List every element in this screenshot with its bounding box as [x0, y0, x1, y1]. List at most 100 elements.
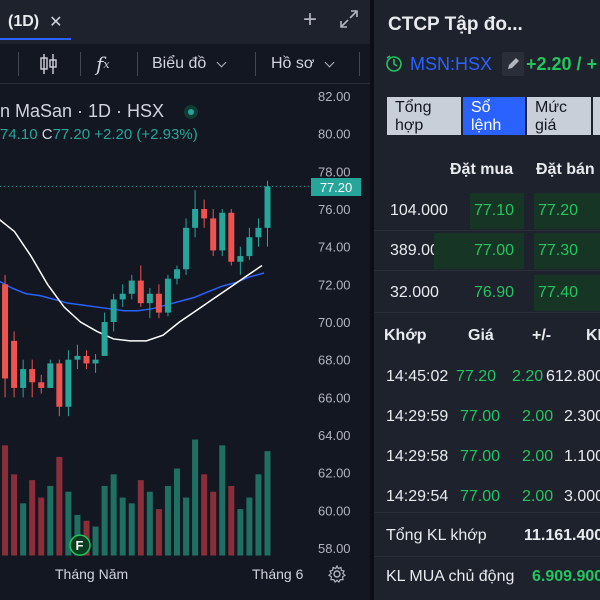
volume-bar — [47, 485, 54, 556]
ohlc-legend: 74.10 C77.20 +2.20 (+2.93%) — [0, 126, 198, 143]
trade-time: 14:29:59 — [386, 408, 449, 425]
last-price-tag: 77.20 — [311, 178, 361, 196]
candles-icon[interactable] — [38, 44, 58, 84]
volume-bar — [246, 497, 253, 556]
order-book-row[interactable]: 104.000 77.10 77.20 — [374, 193, 600, 231]
volume-bar — [174, 468, 180, 556]
volume-bar — [237, 509, 244, 556]
candle-body — [164, 278, 171, 313]
candle-body — [174, 269, 180, 279]
toolbar-divider — [18, 52, 19, 76]
bid-qty: 32.000 — [390, 284, 439, 301]
time-axis-label: Tháng 6 — [252, 566, 304, 582]
close-icon[interactable]: ✕ — [49, 14, 63, 31]
trade-price: 77.00 — [460, 488, 501, 505]
price-axis-label: 80.00 — [318, 127, 351, 142]
chart-tab[interactable]: (1D) ✕ — [0, 6, 71, 40]
ma-fast-line — [0, 272, 265, 312]
chart-type-label: Biểu đồ — [152, 55, 207, 72]
gear-icon[interactable] — [328, 565, 346, 583]
price-axis-label: 72.00 — [318, 277, 351, 292]
trade-price: 77.00 — [460, 448, 501, 465]
trade-change: 2.00 — [522, 488, 554, 505]
trade-volume: 1.100 — [564, 448, 600, 465]
profile-label: Hồ sơ — [271, 55, 315, 72]
trade-time: 14:45:02 — [386, 368, 449, 385]
candle-body — [29, 369, 36, 383]
summary-row: Tổng KL khớp 11.161.400 — [374, 527, 600, 547]
trade-row[interactable]: 14:29:58 77.00 2.00 1.100 — [374, 448, 600, 468]
summary-divider — [374, 556, 600, 557]
price-axis-label: 58.00 — [318, 541, 351, 556]
candle-body — [228, 212, 235, 262]
legend-change: +2.20 (+2.93%) — [94, 126, 198, 143]
bid-header: Đặt mua — [450, 161, 514, 178]
trade-row[interactable]: 14:29:59 77.00 2.00 2.300 — [374, 408, 600, 428]
trade-volume: 2.300 — [564, 408, 600, 425]
volume-bar — [38, 497, 45, 556]
legend-close-label: C — [41, 126, 53, 143]
legend-close-value: 77.20 — [52, 126, 91, 143]
symbol-legend: n MaSan · 1D · HSX — [0, 101, 199, 122]
volume-bar — [137, 480, 144, 556]
pane-splitter[interactable] — [370, 0, 374, 600]
order-book-row[interactable]: 389.000 77.00 77.30 — [374, 233, 600, 271]
clock-icon — [386, 55, 402, 72]
candle-body — [146, 293, 153, 304]
chart-tabbar: (1D) ✕ + — [0, 0, 370, 44]
trade-volume: 612.800 — [546, 368, 600, 385]
candle-body — [192, 209, 199, 228]
candle-body — [74, 355, 81, 360]
order-book-row[interactable]: 32.000 76.90 77.40 — [374, 275, 600, 313]
chevron-down-icon — [216, 57, 227, 67]
profile-menu[interactable]: Hồ sơ — [271, 44, 335, 84]
bid-price: 77.00 — [434, 233, 524, 269]
candle-body — [128, 280, 135, 294]
candle-body — [155, 293, 162, 313]
pencil-icon[interactable] — [502, 52, 525, 76]
volume-bar — [155, 509, 162, 556]
chart-type-menu[interactable]: Biểu đồ — [152, 44, 227, 84]
price-axis-label: 66.00 — [318, 390, 351, 405]
summary-row: KL MUA chủ động 6.909.900 — [374, 568, 600, 588]
ma-slow-line — [0, 219, 263, 342]
summary-divider — [374, 512, 600, 513]
time-axis-label: Tháng Năm — [55, 566, 129, 582]
summary-value: 6.909.900 — [532, 568, 600, 585]
trade-change-header: +/- — [532, 327, 552, 344]
volume-bar — [20, 503, 27, 556]
tab-more[interactable] — [592, 96, 600, 136]
volume-bar — [119, 497, 126, 556]
fx-sub: x — [103, 57, 110, 71]
tab-price-levels[interactable]: Mức giá — [526, 96, 592, 136]
fx-icon: f — [96, 52, 104, 76]
summary-value: 11.161.400 — [524, 527, 600, 544]
volume-bar — [11, 474, 18, 556]
trade-row[interactable]: 14:45:02 77.20 2.20 612.800 — [374, 368, 600, 388]
trade-price-header: Giá — [468, 327, 494, 344]
candle-body — [38, 382, 45, 388]
bid-qty: 104.000 — [390, 202, 448, 219]
tab-summary[interactable]: Tổng hợp — [386, 96, 462, 136]
volume-bar — [210, 491, 217, 556]
candle-body — [20, 369, 27, 388]
tab-order-book[interactable]: Sổ lệnh — [462, 96, 526, 136]
trade-time: 14:29:54 — [386, 488, 449, 505]
ask-price: 77.20 — [534, 193, 600, 229]
bid-qty: 389.000 — [390, 242, 448, 259]
price-chart[interactable]: 82.00 80.00 78.00 76.00 74.00 72.00 70.00 68.00… — [0, 84, 370, 560]
price-axis-label: 76.00 — [318, 202, 351, 217]
time-axis[interactable]: Tháng Năm Tháng 6 — [0, 560, 370, 590]
volume-bar — [110, 474, 117, 556]
plus-icon[interactable]: + — [303, 6, 318, 33]
expand-icon[interactable] — [338, 8, 360, 30]
price-axis-label: 74.00 — [318, 240, 351, 255]
volume-bar — [65, 491, 72, 556]
trade-row[interactable]: 14:29:54 77.00 2.00 3.000 — [374, 488, 600, 508]
volume-bar — [146, 491, 153, 556]
symbol-link[interactable]: MSN:HSX — [410, 53, 493, 74]
candle-body — [201, 209, 208, 219]
